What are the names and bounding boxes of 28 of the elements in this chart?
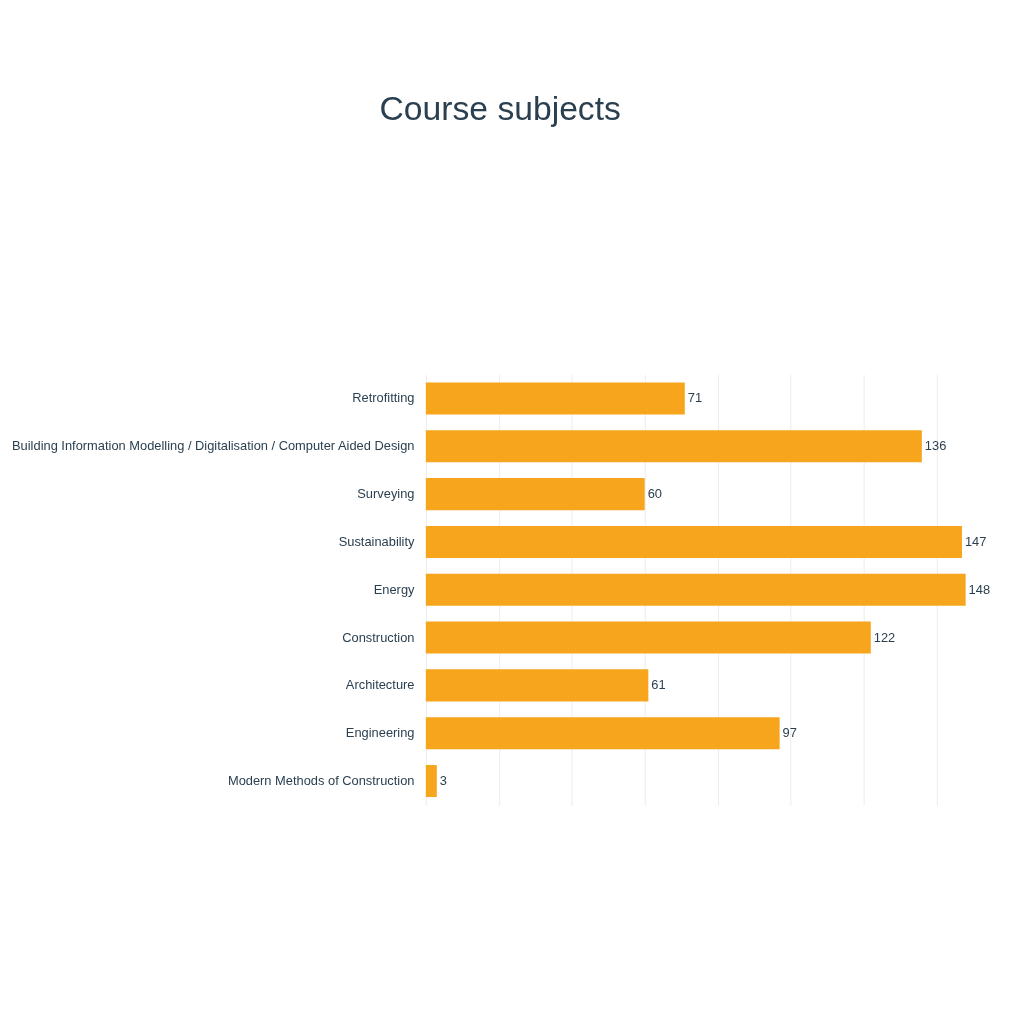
y-tick-label: Retrofitting — [352, 390, 415, 406]
data-label: 60 — [647, 486, 662, 502]
y-tick-label: Engineering — [345, 725, 415, 741]
data-label: 61 — [651, 677, 666, 693]
y-tick-label: Architecture — [345, 677, 415, 693]
y-tick-label: Surveying — [357, 486, 415, 502]
bar — [425, 573, 966, 606]
bar — [425, 382, 685, 415]
chart-title: Course subjects — [379, 89, 621, 127]
bar — [425, 717, 780, 750]
data-label: 122 — [873, 629, 896, 645]
y-tick-label: Modern Methods of Construction — [227, 772, 415, 788]
bar — [425, 478, 645, 511]
y-tick-label: Sustainability — [338, 533, 416, 549]
bar — [425, 669, 649, 702]
data-label: 147 — [964, 533, 987, 549]
bar — [425, 621, 871, 654]
data-label: 71 — [687, 390, 703, 406]
y-tick-label: Construction — [342, 629, 415, 645]
data-label: 148 — [968, 581, 991, 597]
bar — [425, 525, 962, 558]
bar — [425, 430, 922, 463]
y-tick-label: Energy — [373, 581, 416, 597]
bar — [425, 764, 437, 798]
data-label: 3 — [439, 772, 447, 788]
data-label: 97 — [782, 725, 797, 741]
y-tick-label: Building Information Modelling / Digitalisation / Computer Aided Design — [12, 438, 415, 454]
data-label: 136 — [924, 438, 947, 454]
